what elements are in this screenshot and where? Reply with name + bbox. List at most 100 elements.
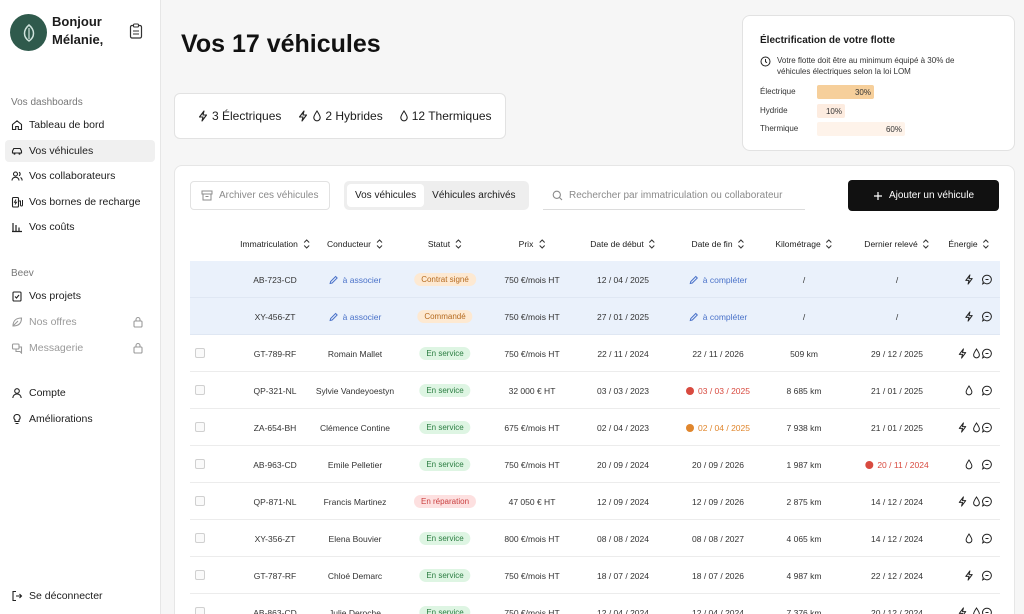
tab-archived[interactable]: Véhicules archivés [432,190,516,201]
table-row[interactable]: QP-871-NL Francis Martinez En réparation 47… [190,483,1000,520]
nav-vehicles[interactable]: Vos véhicules [5,140,155,162]
comment-button[interactable] [981,261,993,298]
comment-button[interactable] [981,557,993,594]
bolt-icon [958,422,967,433]
column-header-mileage[interactable]: Kilométrage [775,233,833,255]
sort-icon [376,239,383,249]
cell-price: 32 000 € HT [508,385,556,396]
cell-energy [964,298,975,335]
status-badge: En service [419,606,471,614]
bar-hybrid: 10% [817,104,845,118]
column-header-last-reading[interactable]: Dernier relevé [864,233,930,255]
complete-end-date-link[interactable]: à compléter [689,298,747,335]
nav-collaborators[interactable]: Vos collaborateurs [5,165,155,187]
column-header-start-date[interactable]: Date de début [590,233,656,255]
table-row[interactable]: AB-723-CD à associer Contrat signé 750 €/mo… [190,261,1000,298]
tab-vehicles[interactable]: Vos véhicules [347,184,425,207]
table-row[interactable]: GT-787-RF Chloé Demarc En service 750 €/moi… [190,557,1000,594]
archive-button[interactable]: Archiver ces véhicules [190,181,330,210]
cell-start-date: 22 / 11 / 2024 [597,348,649,359]
table-row[interactable]: ZA-654-BH Clémence Contine En service 675 €… [190,409,1000,446]
nav-charging-stations[interactable]: Vos bornes de recharge [5,191,155,213]
bolt-icon [299,110,308,122]
cell-energy [957,594,981,614]
cell-end-date: 22 / 11 / 2026 [692,348,744,359]
nav-label: Messagerie [29,342,84,354]
column-header-end-date[interactable]: Date de fin [691,233,744,255]
drop-icon [313,110,322,122]
table-row[interactable]: QP-321-NL Sylvie Vandeyoestyn En service 32… [190,372,1000,409]
column-header-energy[interactable]: Énergie [948,233,990,255]
cell-driver: Julie Deroche [329,607,381,614]
nav-account[interactable]: Compte [5,382,155,404]
cell-last-reading: 29 / 12 / 2025 [871,348,923,359]
cell-energy [964,261,975,298]
row-checkbox[interactable] [195,533,205,543]
nav-projects[interactable]: Vos projets [5,285,155,307]
comment-button[interactable] [981,520,993,557]
comment-button[interactable] [982,594,993,614]
cell-end-date: 18 / 07 / 2026 [692,570,744,581]
row-checkbox[interactable] [195,496,205,506]
comment-button[interactable] [981,335,993,372]
table-row[interactable]: XY-456-ZT à associer Commandé 750 €/mois HT… [190,298,1000,335]
complete-end-date-link[interactable]: à compléter [689,261,747,298]
table-row[interactable]: GT-789-RF Romain Mallet En service 750 €/mo… [190,335,1000,372]
row-checkbox[interactable] [195,459,205,469]
row-checkbox[interactable] [195,607,205,614]
cell-start-date: 20 / 09 / 2024 [597,459,649,470]
cell-status: En service [419,372,471,409]
cell-end-date: 12 / 09 / 2026 [692,496,744,507]
bolt-icon [965,570,973,581]
message-icon [981,459,992,470]
bar-row-thermal: Thermique 60% [760,122,1000,136]
assign-driver-link[interactable]: à associer [329,261,381,298]
comment-button[interactable] [981,372,993,409]
cell-energy [957,335,981,372]
nav-costs[interactable]: Vos coûts [5,216,155,238]
lock-icon [133,316,143,328]
nav-label: Vos collaborateurs [29,170,116,182]
cell-status: En réparation [413,483,477,520]
column-header-price[interactable]: Prix [519,233,546,255]
assign-driver-link[interactable]: à associer [329,298,381,335]
alert-dot [865,460,874,469]
nav-improvements[interactable]: Améliorations [5,408,155,430]
pencil-icon [329,275,338,284]
table-row[interactable]: AB-963-CD Emile Pelletier En service 750 €/… [190,446,1000,483]
cell-status: En service [419,335,471,372]
table-row[interactable]: XY-356-ZT Elena Bouvier En service 800 €/mo… [190,520,1000,557]
logout-button[interactable]: Se déconnecter [5,585,155,607]
comment-button[interactable] [981,446,993,483]
row-checkbox[interactable] [195,348,205,358]
row-checkbox[interactable] [195,422,205,432]
cell-energy [964,557,975,594]
status-badge: En service [419,458,471,471]
sort-icon [983,239,990,249]
search-input[interactable]: Rechercher par immatriculation ou collab… [543,181,805,210]
nav-dashboard[interactable]: Tableau de bord [5,114,155,136]
cell-mileage: 4 987 km [786,570,822,581]
column-header-status[interactable]: Statut [428,233,462,255]
table-header: Immatriculation Conducteur Statut Prix Date … [190,233,1000,255]
add-vehicle-button[interactable]: Ajouter un véhicule [848,180,999,211]
column-header-driver[interactable]: Conducteur [327,233,383,255]
tab-switcher: Vos véhicules Véhicules archivés [344,181,529,210]
cell-status: En service [419,594,471,614]
comment-button[interactable] [981,483,993,520]
clipboard-icon[interactable] [129,23,143,39]
logout-icon [12,590,23,602]
sort-icon [649,239,656,249]
cell-end-date: 03 / 03 / 2025 [686,372,750,409]
status-badge: Commandé [417,310,473,323]
comment-button[interactable] [981,409,993,446]
column-header-plate[interactable]: Immatriculation [240,233,310,255]
company-logo [10,14,47,51]
row-checkbox[interactable] [195,570,205,580]
comment-button[interactable] [981,298,993,335]
table-row[interactable]: AB-863-CD Julie Deroche En service 750 €/mo… [190,594,1000,614]
row-checkbox[interactable] [195,385,205,395]
message-icon [981,385,992,396]
cell-status: En service [419,520,471,557]
message-icon [981,570,992,581]
